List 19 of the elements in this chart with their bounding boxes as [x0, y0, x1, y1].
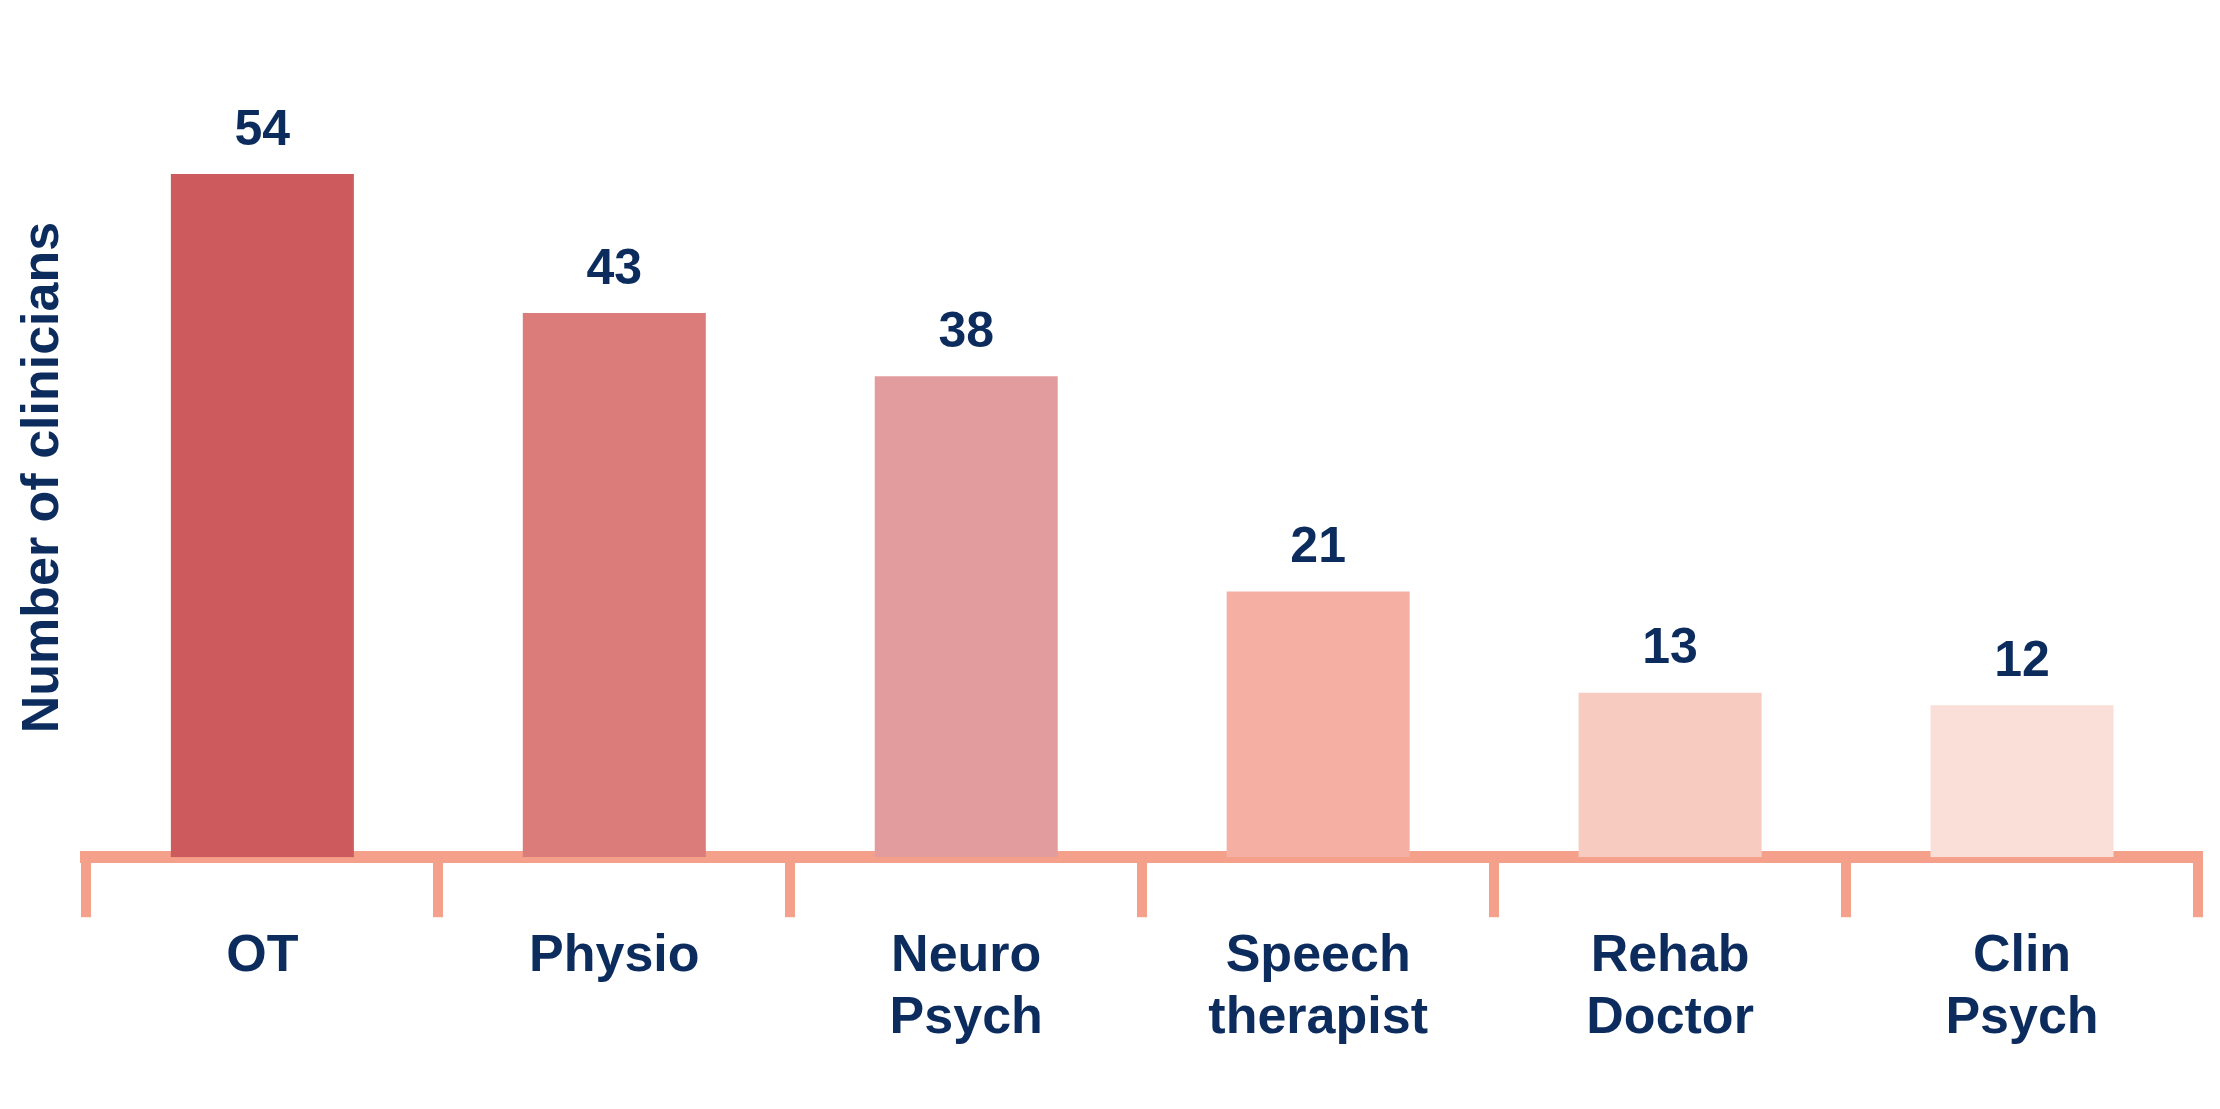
x-tick-label: Physio	[529, 923, 700, 982]
y-axis-title: Number of clinicians	[10, 221, 69, 734]
bar	[170, 173, 354, 858]
x-tick-label: Rehab Doctor	[1586, 923, 1754, 1045]
x-tick-label: Speech therapist	[1208, 923, 1428, 1045]
data-label: 38	[938, 302, 995, 359]
bar	[874, 376, 1058, 858]
bar	[1578, 692, 1762, 858]
bar	[522, 313, 706, 858]
bar	[1226, 591, 1410, 858]
bar	[1930, 705, 2114, 858]
data-label: 13	[1642, 618, 1698, 675]
data-label: 21	[1290, 517, 1346, 574]
x-tick-label: Neuro Psych	[889, 923, 1043, 1045]
data-label: 12	[1994, 631, 2050, 688]
x-tick-label: OT	[226, 923, 299, 982]
x-tick-label: Clin Psych	[1945, 923, 2099, 1045]
data-label: 54	[234, 99, 291, 156]
data-label: 43	[586, 238, 643, 295]
